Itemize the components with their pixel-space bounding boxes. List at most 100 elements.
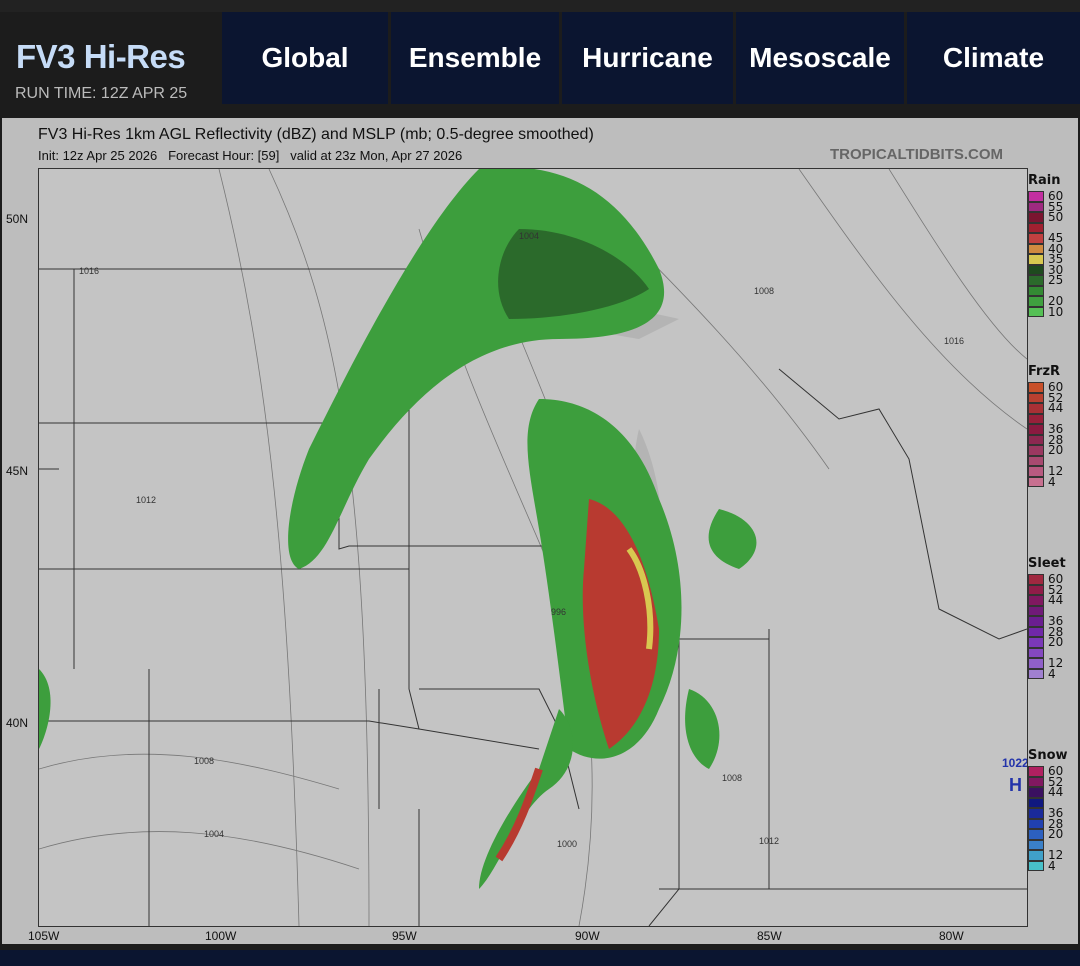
legend-swatch [1028,850,1044,861]
legend-label: 60 [1048,189,1064,204]
legend-row: 4 [1028,667,1066,681]
legend-row: 20 [1028,827,1068,842]
legend-row: 44 [1028,593,1066,607]
legend-row: 52 [1028,391,1063,405]
legend-label: 20 [1048,635,1064,650]
legend-swatch [1028,466,1044,477]
lon-label: 95W [392,929,417,943]
legend-label: 20 [1048,443,1064,458]
isobar-label: 1012 [759,836,779,846]
legend-row: 4 [1028,475,1063,489]
legend-title: Snow [1028,748,1068,763]
legend-label: 28 [1048,432,1064,447]
legend-row: 25 [1028,273,1064,288]
legend-row [1028,455,1063,466]
legend-row: 45 [1028,231,1064,246]
legend-swatch [1028,574,1044,585]
legend-swatch [1028,275,1044,286]
legend-row: 30 [1028,262,1064,277]
legend-row: 50 [1028,210,1064,225]
legend-swatch [1028,445,1044,456]
reflectivity-map[interactable]: 1016 1004 1008 1016 1012 1008 1004 996 1… [38,168,1028,927]
legend-label: 36 [1048,422,1064,437]
legend-row: 52 [1028,774,1068,789]
legend-label: 4 [1048,858,1056,873]
legend-label: 52 [1048,582,1064,597]
legend-row: 36 [1028,422,1064,437]
top-bar [0,0,1080,12]
legend-row: 36 [1028,806,1068,821]
nav-global[interactable]: Global [222,12,388,104]
lon-label: 90W [575,929,600,943]
legend-row: 60 [1028,764,1068,778]
legend-row: 20 [1028,294,1063,308]
isobar-label: 1004 [519,231,539,241]
legend-swatch [1028,605,1044,616]
legend-frzr: FrzR 60 52 44 36 28 20 12 4 [1028,364,1064,489]
legend-swatch [1028,392,1044,403]
legend-row [1028,413,1063,424]
legend-swatch [1028,584,1044,595]
legend-label: 36 [1048,806,1064,821]
nav-mesoscale[interactable]: Mesoscale [736,12,904,104]
legend-swatch [1028,637,1044,648]
nav-hurricane[interactable]: Hurricane [562,12,733,104]
legend-label: 44 [1048,785,1064,800]
isobar-labels: 1016 1004 1008 1016 1012 1008 1004 996 1… [79,231,1027,849]
legend-label: 44 [1048,401,1064,416]
legend-swatch [1028,382,1044,393]
legend-label: 52 [1048,774,1064,789]
legend-label: 30 [1048,262,1064,277]
legend-snow: Snow 60 52 44 36 28 20 12 4 [1028,748,1068,873]
legend-row: 10 [1028,305,1063,319]
legend-row: 28 [1028,817,1068,831]
legend-label: 55 [1048,199,1064,214]
high-pressure-value: 1022 [1002,756,1027,770]
lat-label: 40N [6,716,29,730]
legend-label: 36 [1048,614,1064,629]
nav-climate[interactable]: Climate [907,12,1080,104]
nav-ensemble[interactable]: Ensemble [391,12,559,104]
legend-swatch [1028,434,1044,445]
legend-swatch [1028,476,1044,487]
legend-label: 50 [1048,210,1064,225]
legend-row: 44 [1028,785,1068,800]
legend-label: 45 [1048,231,1064,246]
legend-swatch [1028,296,1044,307]
legend-swatch [1028,829,1044,840]
site-watermark: TROPICALTIDBITS.COM [830,146,1004,163]
legend-row [1028,647,1066,658]
high-pressure-marker: H [1009,775,1022,795]
legend-row: 40 [1028,242,1063,256]
isobar-label: 1008 [722,773,742,783]
lon-label: 100W [205,929,237,943]
legend-swatch [1028,424,1044,435]
bottom-bar [0,950,1080,966]
legend-sleet: Sleet 60 52 44 36 28 20 12 4 [1028,556,1066,681]
legend-row: 52 [1028,582,1066,597]
map-title: FV3 Hi-Res 1km AGL Reflectivity (dBZ) an… [38,126,594,143]
legend-row: 4 [1028,858,1068,873]
isobar-label: 996 [551,607,566,617]
legend-row [1028,222,1063,233]
legend-swatch [1028,860,1044,871]
legend-row: 60 [1028,572,1066,587]
map-canvas: 1016 1004 1008 1016 1012 1008 1004 996 1… [39,169,1027,926]
legend-swatch [1028,818,1044,829]
legend-swatch [1028,808,1044,819]
legend-swatch [1028,658,1044,669]
legend-row: 60 [1028,380,1064,395]
lat-label: 50N [6,212,29,226]
legend-row: 20 [1028,635,1066,650]
legend-swatch [1028,285,1044,296]
legend-label: 25 [1048,273,1064,288]
model-brand[interactable]: FV3 Hi-Res RUN TIME: 12Z APR 25 [0,12,220,104]
legend-swatch [1028,455,1044,466]
legend-label: 35 [1048,252,1064,267]
legend-label: 60 [1048,380,1064,395]
legend-swatch [1028,839,1044,850]
legend-label: 20 [1048,827,1064,842]
legend-label: 60 [1048,572,1064,587]
legend-row: 12 [1028,464,1063,478]
legend-row: 12 [1028,848,1068,862]
